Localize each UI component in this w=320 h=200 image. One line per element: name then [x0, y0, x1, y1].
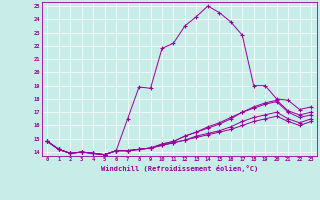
X-axis label: Windchill (Refroidissement éolien,°C): Windchill (Refroidissement éolien,°C): [100, 165, 258, 172]
